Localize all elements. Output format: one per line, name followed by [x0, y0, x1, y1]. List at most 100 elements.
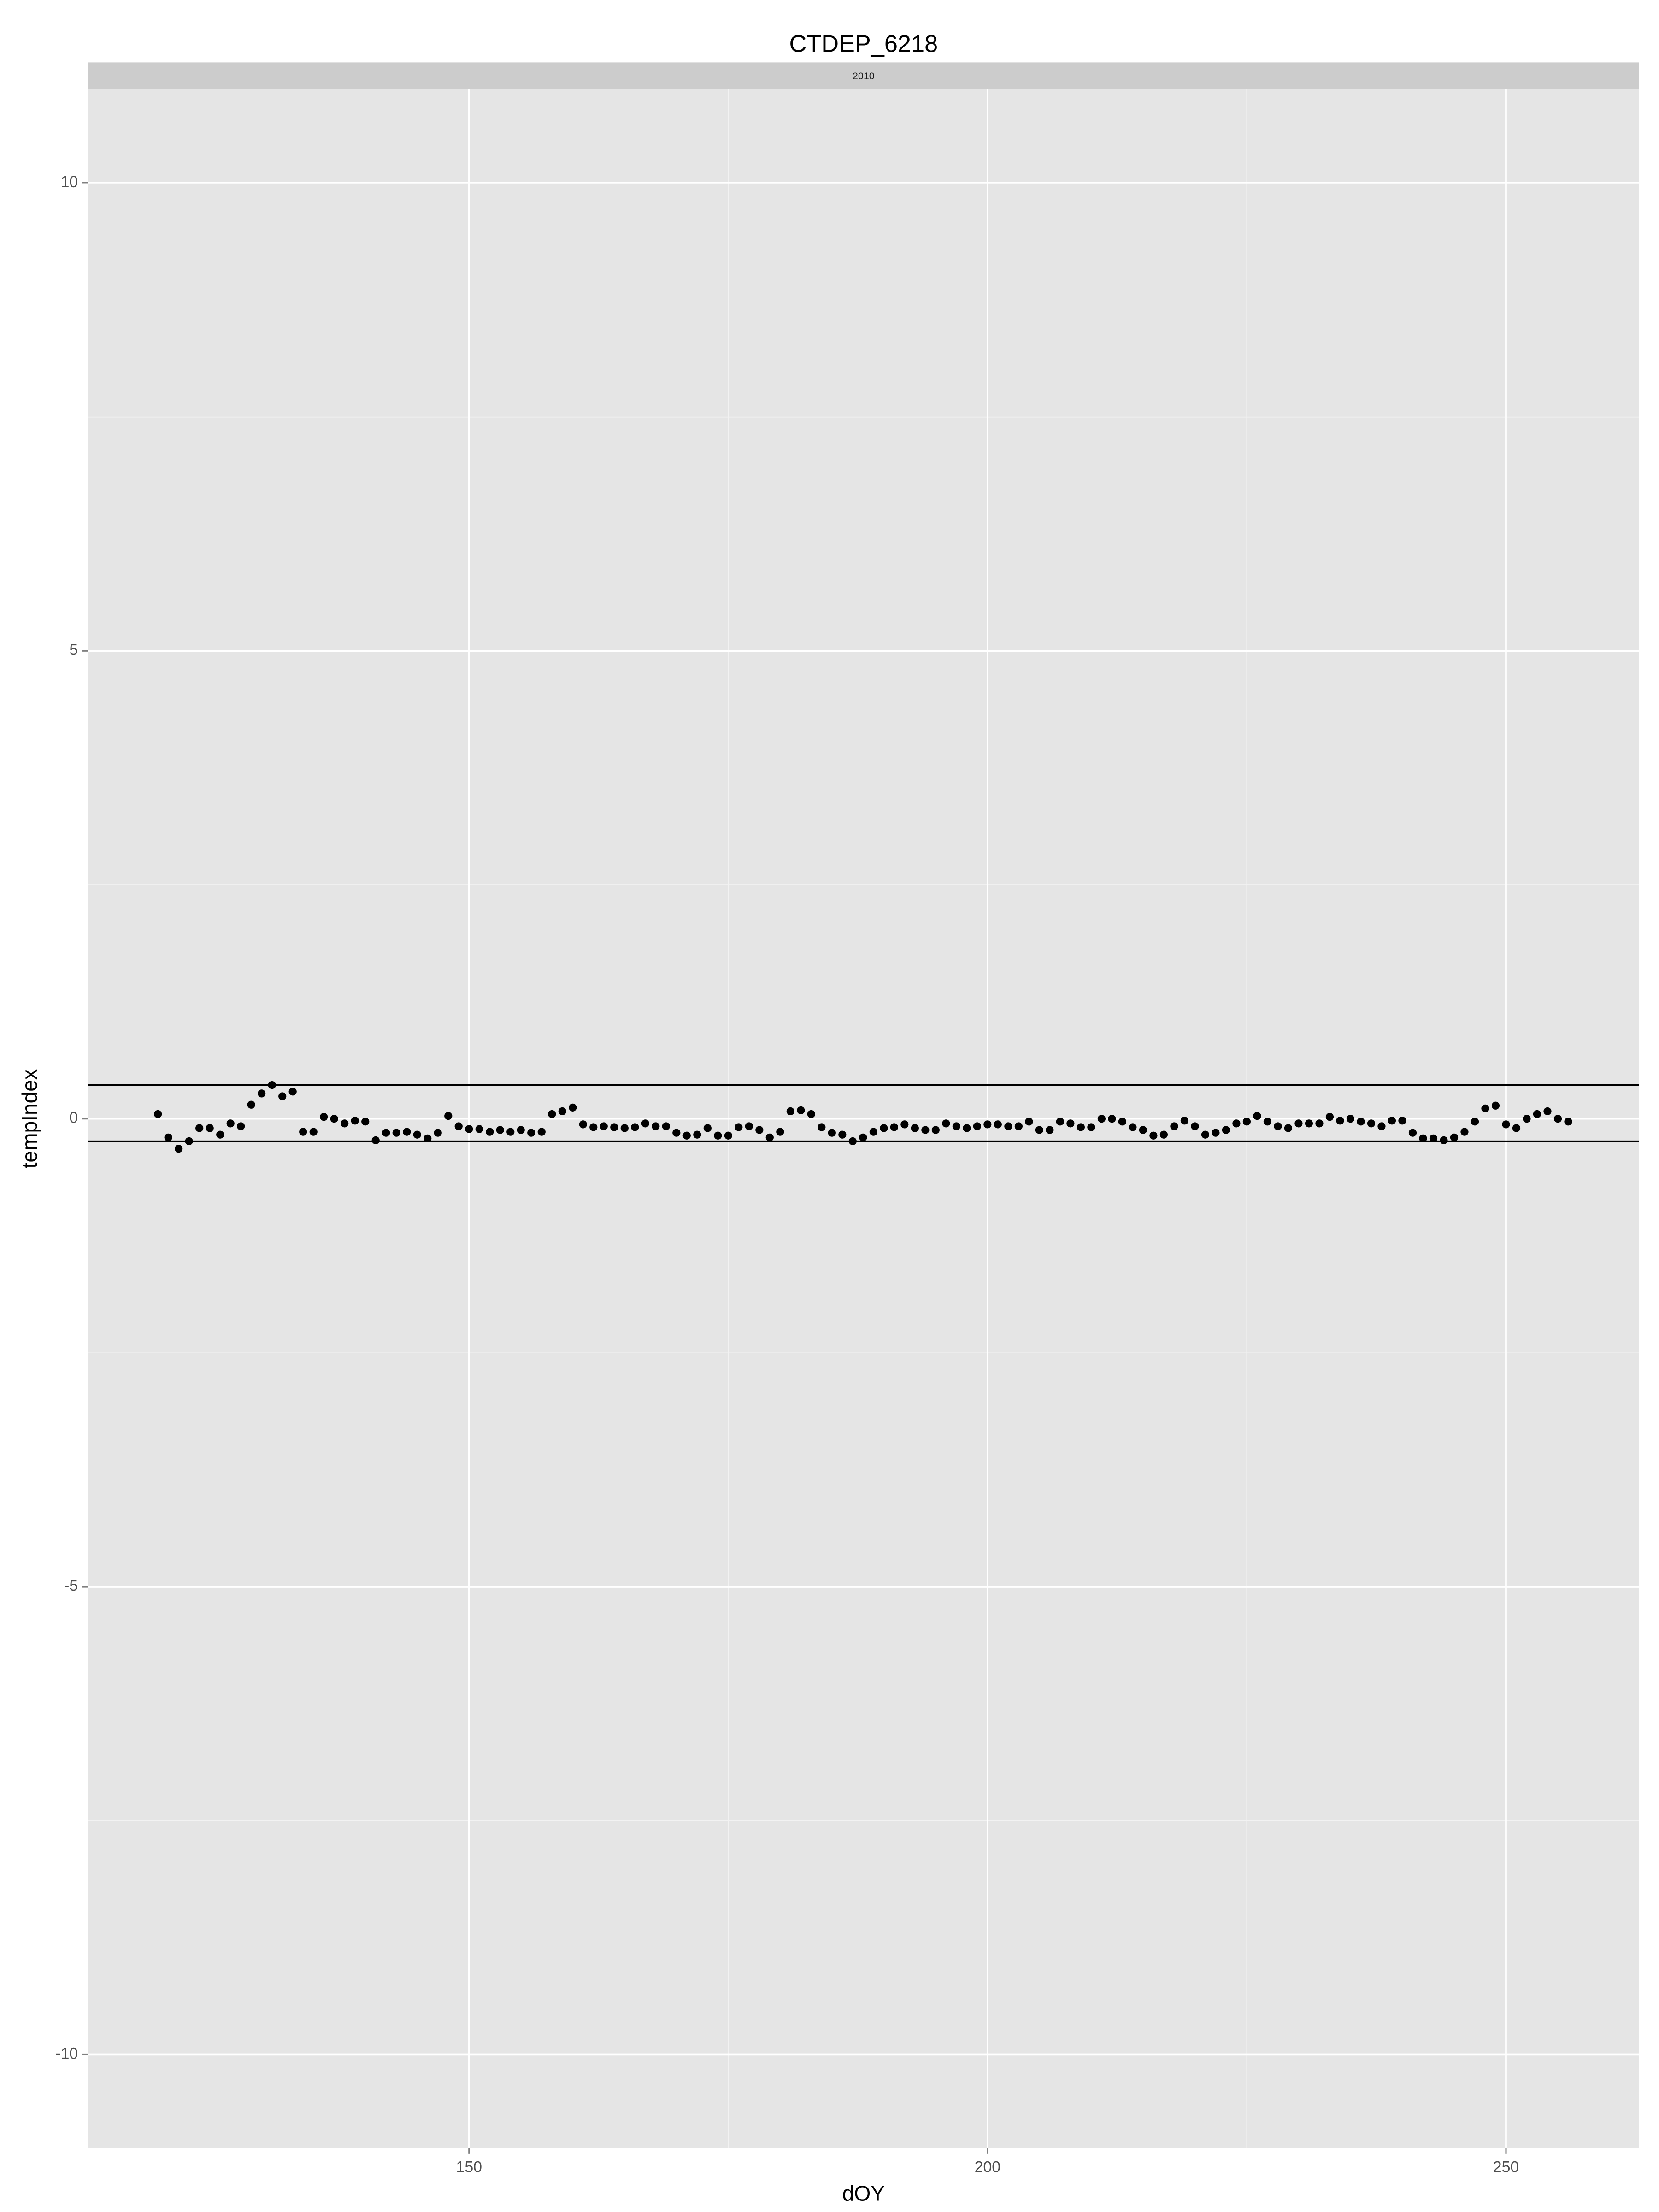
data-point: [206, 1124, 214, 1132]
data-point: [931, 1126, 940, 1134]
data-point: [735, 1123, 743, 1131]
data-point: [1357, 1118, 1365, 1126]
data-point: [278, 1092, 287, 1100]
data-point: [1046, 1126, 1054, 1134]
data-point: [1471, 1118, 1479, 1126]
data-point: [1481, 1104, 1489, 1112]
data-point: [807, 1110, 815, 1118]
data-point: [299, 1128, 307, 1136]
data-point: [1502, 1120, 1510, 1129]
data-point: [1367, 1119, 1376, 1128]
data-point: [558, 1107, 566, 1116]
data-point: [1450, 1133, 1459, 1141]
y-tick-label: 5: [69, 641, 78, 659]
data-point: [672, 1129, 681, 1137]
data-point: [1212, 1129, 1220, 1137]
data-point: [247, 1100, 255, 1109]
data-point: [1232, 1119, 1241, 1128]
data-point: [983, 1120, 992, 1129]
data-point: [288, 1088, 297, 1096]
x-tick-label: 150: [456, 2159, 482, 2176]
data-point: [1377, 1122, 1386, 1130]
data-point: [454, 1122, 463, 1130]
data-point: [755, 1126, 764, 1134]
facet-strip: [88, 62, 1639, 89]
data-point: [1004, 1122, 1012, 1130]
data-point: [341, 1119, 349, 1128]
data-point: [1336, 1117, 1344, 1125]
data-point: [1325, 1113, 1334, 1121]
data-point: [1180, 1117, 1189, 1125]
data-point: [268, 1081, 276, 1089]
y-tick-label: 10: [61, 173, 78, 191]
data-point: [1066, 1119, 1075, 1128]
data-point: [185, 1137, 193, 1146]
data-point: [330, 1115, 338, 1123]
data-point: [776, 1128, 784, 1136]
data-point: [1274, 1122, 1282, 1130]
data-point: [963, 1124, 971, 1132]
data-point: [1242, 1118, 1251, 1126]
data-point: [371, 1136, 380, 1145]
chart-title: CTDEP_6218: [789, 30, 938, 57]
data-point: [1129, 1123, 1137, 1131]
data-point: [1419, 1134, 1427, 1142]
data-point: [1118, 1118, 1127, 1126]
data-point: [1139, 1126, 1147, 1134]
y-tick-label: 0: [69, 1109, 78, 1127]
data-point: [786, 1107, 794, 1116]
data-point: [1284, 1124, 1293, 1132]
data-point: [537, 1128, 546, 1136]
x-axis-label: dOY: [842, 2181, 885, 2205]
data-point: [486, 1128, 494, 1136]
data-point: [1460, 1128, 1469, 1136]
data-point: [600, 1122, 608, 1130]
data-point: [714, 1131, 722, 1140]
data-point: [631, 1123, 639, 1131]
data-point: [1346, 1115, 1355, 1123]
data-point: [952, 1122, 960, 1130]
data-point: [1222, 1126, 1230, 1134]
data-point: [465, 1125, 473, 1133]
data-point: [1077, 1123, 1085, 1131]
data-point: [693, 1130, 701, 1139]
data-point: [351, 1117, 359, 1125]
data-point: [662, 1122, 670, 1130]
data-point: [382, 1129, 390, 1137]
data-point: [164, 1133, 172, 1141]
data-point: [1388, 1117, 1396, 1125]
data-point: [216, 1130, 224, 1139]
data-point: [392, 1129, 400, 1137]
data-point: [154, 1110, 162, 1118]
data-point: [1491, 1101, 1500, 1110]
data-point: [527, 1129, 535, 1137]
data-point: [1035, 1126, 1043, 1134]
data-point: [517, 1126, 525, 1134]
data-point: [1025, 1118, 1033, 1126]
y-tick-label: -10: [55, 2045, 78, 2062]
data-point: [1191, 1122, 1199, 1130]
data-point: [1398, 1117, 1406, 1125]
data-point: [320, 1113, 328, 1121]
data-point: [880, 1124, 888, 1132]
data-point: [1543, 1107, 1552, 1116]
data-point: [506, 1128, 515, 1136]
x-tick-label: 200: [975, 2159, 1000, 2176]
data-point: [848, 1137, 857, 1146]
data-point: [828, 1129, 836, 1137]
data-point: [444, 1112, 453, 1120]
data-point: [1014, 1122, 1023, 1130]
data-point: [579, 1120, 587, 1129]
data-point: [1263, 1118, 1272, 1126]
data-point: [724, 1131, 732, 1140]
data-point: [703, 1124, 712, 1132]
data-point: [1440, 1136, 1448, 1145]
data-point: [911, 1124, 919, 1132]
data-point: [496, 1126, 504, 1134]
data-point: [682, 1131, 691, 1140]
data-point: [1408, 1129, 1417, 1137]
data-point: [589, 1123, 598, 1131]
data-point: [1097, 1115, 1106, 1123]
data-point: [620, 1124, 629, 1132]
